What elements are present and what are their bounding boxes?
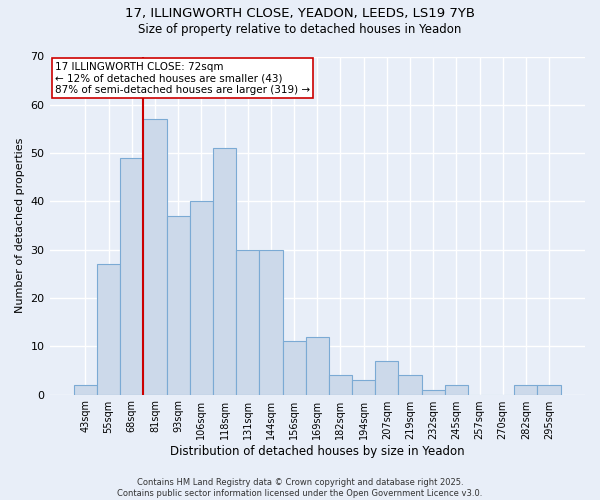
Bar	[514, 385, 538, 394]
Text: 17 ILLINGWORTH CLOSE: 72sqm
← 12% of detached houses are smaller (43)
87% of sem: 17 ILLINGWORTH CLOSE: 72sqm ← 12% of det…	[55, 62, 310, 95]
Bar	[167, 216, 190, 394]
Bar	[236, 250, 259, 394]
Bar	[190, 202, 213, 394]
Bar	[74, 385, 97, 394]
Bar	[375, 361, 398, 394]
Bar	[538, 385, 560, 394]
Y-axis label: Number of detached properties: Number of detached properties	[15, 138, 25, 313]
Bar	[445, 385, 468, 394]
Bar	[120, 158, 143, 394]
Bar	[352, 380, 375, 394]
Bar	[213, 148, 236, 394]
Bar	[398, 376, 422, 394]
Bar	[143, 120, 167, 394]
Bar	[283, 342, 305, 394]
Text: Contains HM Land Registry data © Crown copyright and database right 2025.
Contai: Contains HM Land Registry data © Crown c…	[118, 478, 482, 498]
X-axis label: Distribution of detached houses by size in Yeadon: Distribution of detached houses by size …	[170, 444, 464, 458]
Text: 17, ILLINGWORTH CLOSE, YEADON, LEEDS, LS19 7YB: 17, ILLINGWORTH CLOSE, YEADON, LEEDS, LS…	[125, 8, 475, 20]
Bar	[97, 264, 120, 394]
Bar	[329, 376, 352, 394]
Bar	[305, 336, 329, 394]
Bar	[422, 390, 445, 394]
Text: Size of property relative to detached houses in Yeadon: Size of property relative to detached ho…	[139, 22, 461, 36]
Bar	[259, 250, 283, 394]
